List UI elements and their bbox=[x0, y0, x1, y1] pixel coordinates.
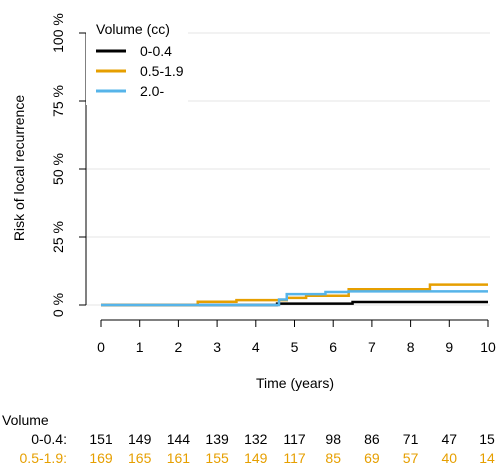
y-tick-label-1: 25 % bbox=[50, 221, 66, 253]
y-tick-label-4: 100 % bbox=[50, 13, 66, 53]
series-layer bbox=[101, 283, 488, 307]
risk-value: 149 bbox=[128, 431, 152, 447]
risk-value: 117 bbox=[283, 450, 306, 464]
x-tick-label-0: 0 bbox=[97, 339, 105, 355]
x-tick-label-8: 8 bbox=[407, 339, 415, 355]
risk-value: 139 bbox=[205, 431, 229, 447]
risk-value: 47 bbox=[442, 431, 458, 447]
legend-label-0: 0-0.4 bbox=[140, 43, 172, 59]
x-tick-label-9: 9 bbox=[445, 339, 453, 355]
risk-value: 98 bbox=[325, 431, 341, 447]
x-tick-label-5: 5 bbox=[291, 339, 299, 355]
x-tick-label-3: 3 bbox=[213, 339, 221, 355]
y-tick-label-0: 0 % bbox=[50, 293, 66, 317]
series-line-2.0- bbox=[101, 290, 488, 307]
x-tick-label-7: 7 bbox=[368, 339, 376, 355]
risk-value: 71 bbox=[403, 431, 419, 447]
x-tick-label-4: 4 bbox=[252, 339, 260, 355]
risk-value: 144 bbox=[167, 431, 191, 447]
risk-value: 69 bbox=[364, 450, 380, 464]
x-tick-label-1: 1 bbox=[136, 339, 144, 355]
risk-value: 155 bbox=[205, 450, 229, 464]
risk-value: 169 bbox=[89, 450, 113, 464]
risk-value: 117 bbox=[283, 431, 306, 447]
risk-table-header: Volume bbox=[2, 412, 49, 428]
risk-value: 40 bbox=[442, 450, 458, 464]
risk-value: 57 bbox=[403, 450, 419, 464]
risk-value: 161 bbox=[167, 450, 191, 464]
risk-value: 165 bbox=[128, 450, 152, 464]
risk-value: 151 bbox=[89, 431, 113, 447]
risk-value: 86 bbox=[364, 431, 380, 447]
risk-value: 149 bbox=[244, 450, 268, 464]
risk-table: Volume 0-0.4: 151 149 144 139 132 117 98 86 71 47 15… bbox=[2, 412, 495, 464]
x-axis-label: Time (years) bbox=[256, 375, 334, 391]
risk-value: 15 bbox=[479, 431, 495, 447]
risk-value: 132 bbox=[244, 431, 268, 447]
x-tick-label-2: 2 bbox=[175, 339, 183, 355]
risk-value: 14 bbox=[479, 450, 495, 464]
x-tick-label-6: 6 bbox=[329, 339, 337, 355]
legend-label-1: 0.5-1.9 bbox=[140, 63, 184, 79]
axes: 0 1 2 3 4 5 6 7 8 9 100 %25 %50 %75 %100 %Time (ye… bbox=[11, 13, 496, 391]
risk-row-label-1: 0.5-1.9: bbox=[20, 450, 67, 464]
risk-row-label-0: 0-0.4: bbox=[31, 431, 67, 447]
risk-value: 85 bbox=[325, 450, 341, 464]
x-tick-label-10: 10 bbox=[480, 339, 496, 355]
y-tick-label-2: 50 % bbox=[50, 153, 66, 185]
legend: Volume (cc) 0-0.4 0.5-1.9 2.0- bbox=[86, 17, 188, 105]
y-tick-label-3: 75 % bbox=[50, 85, 66, 117]
legend-label-2: 2.0- bbox=[140, 83, 164, 99]
y-axis-label: Risk of local recurrence bbox=[11, 95, 27, 241]
legend-title: Volume (cc) bbox=[96, 21, 170, 37]
